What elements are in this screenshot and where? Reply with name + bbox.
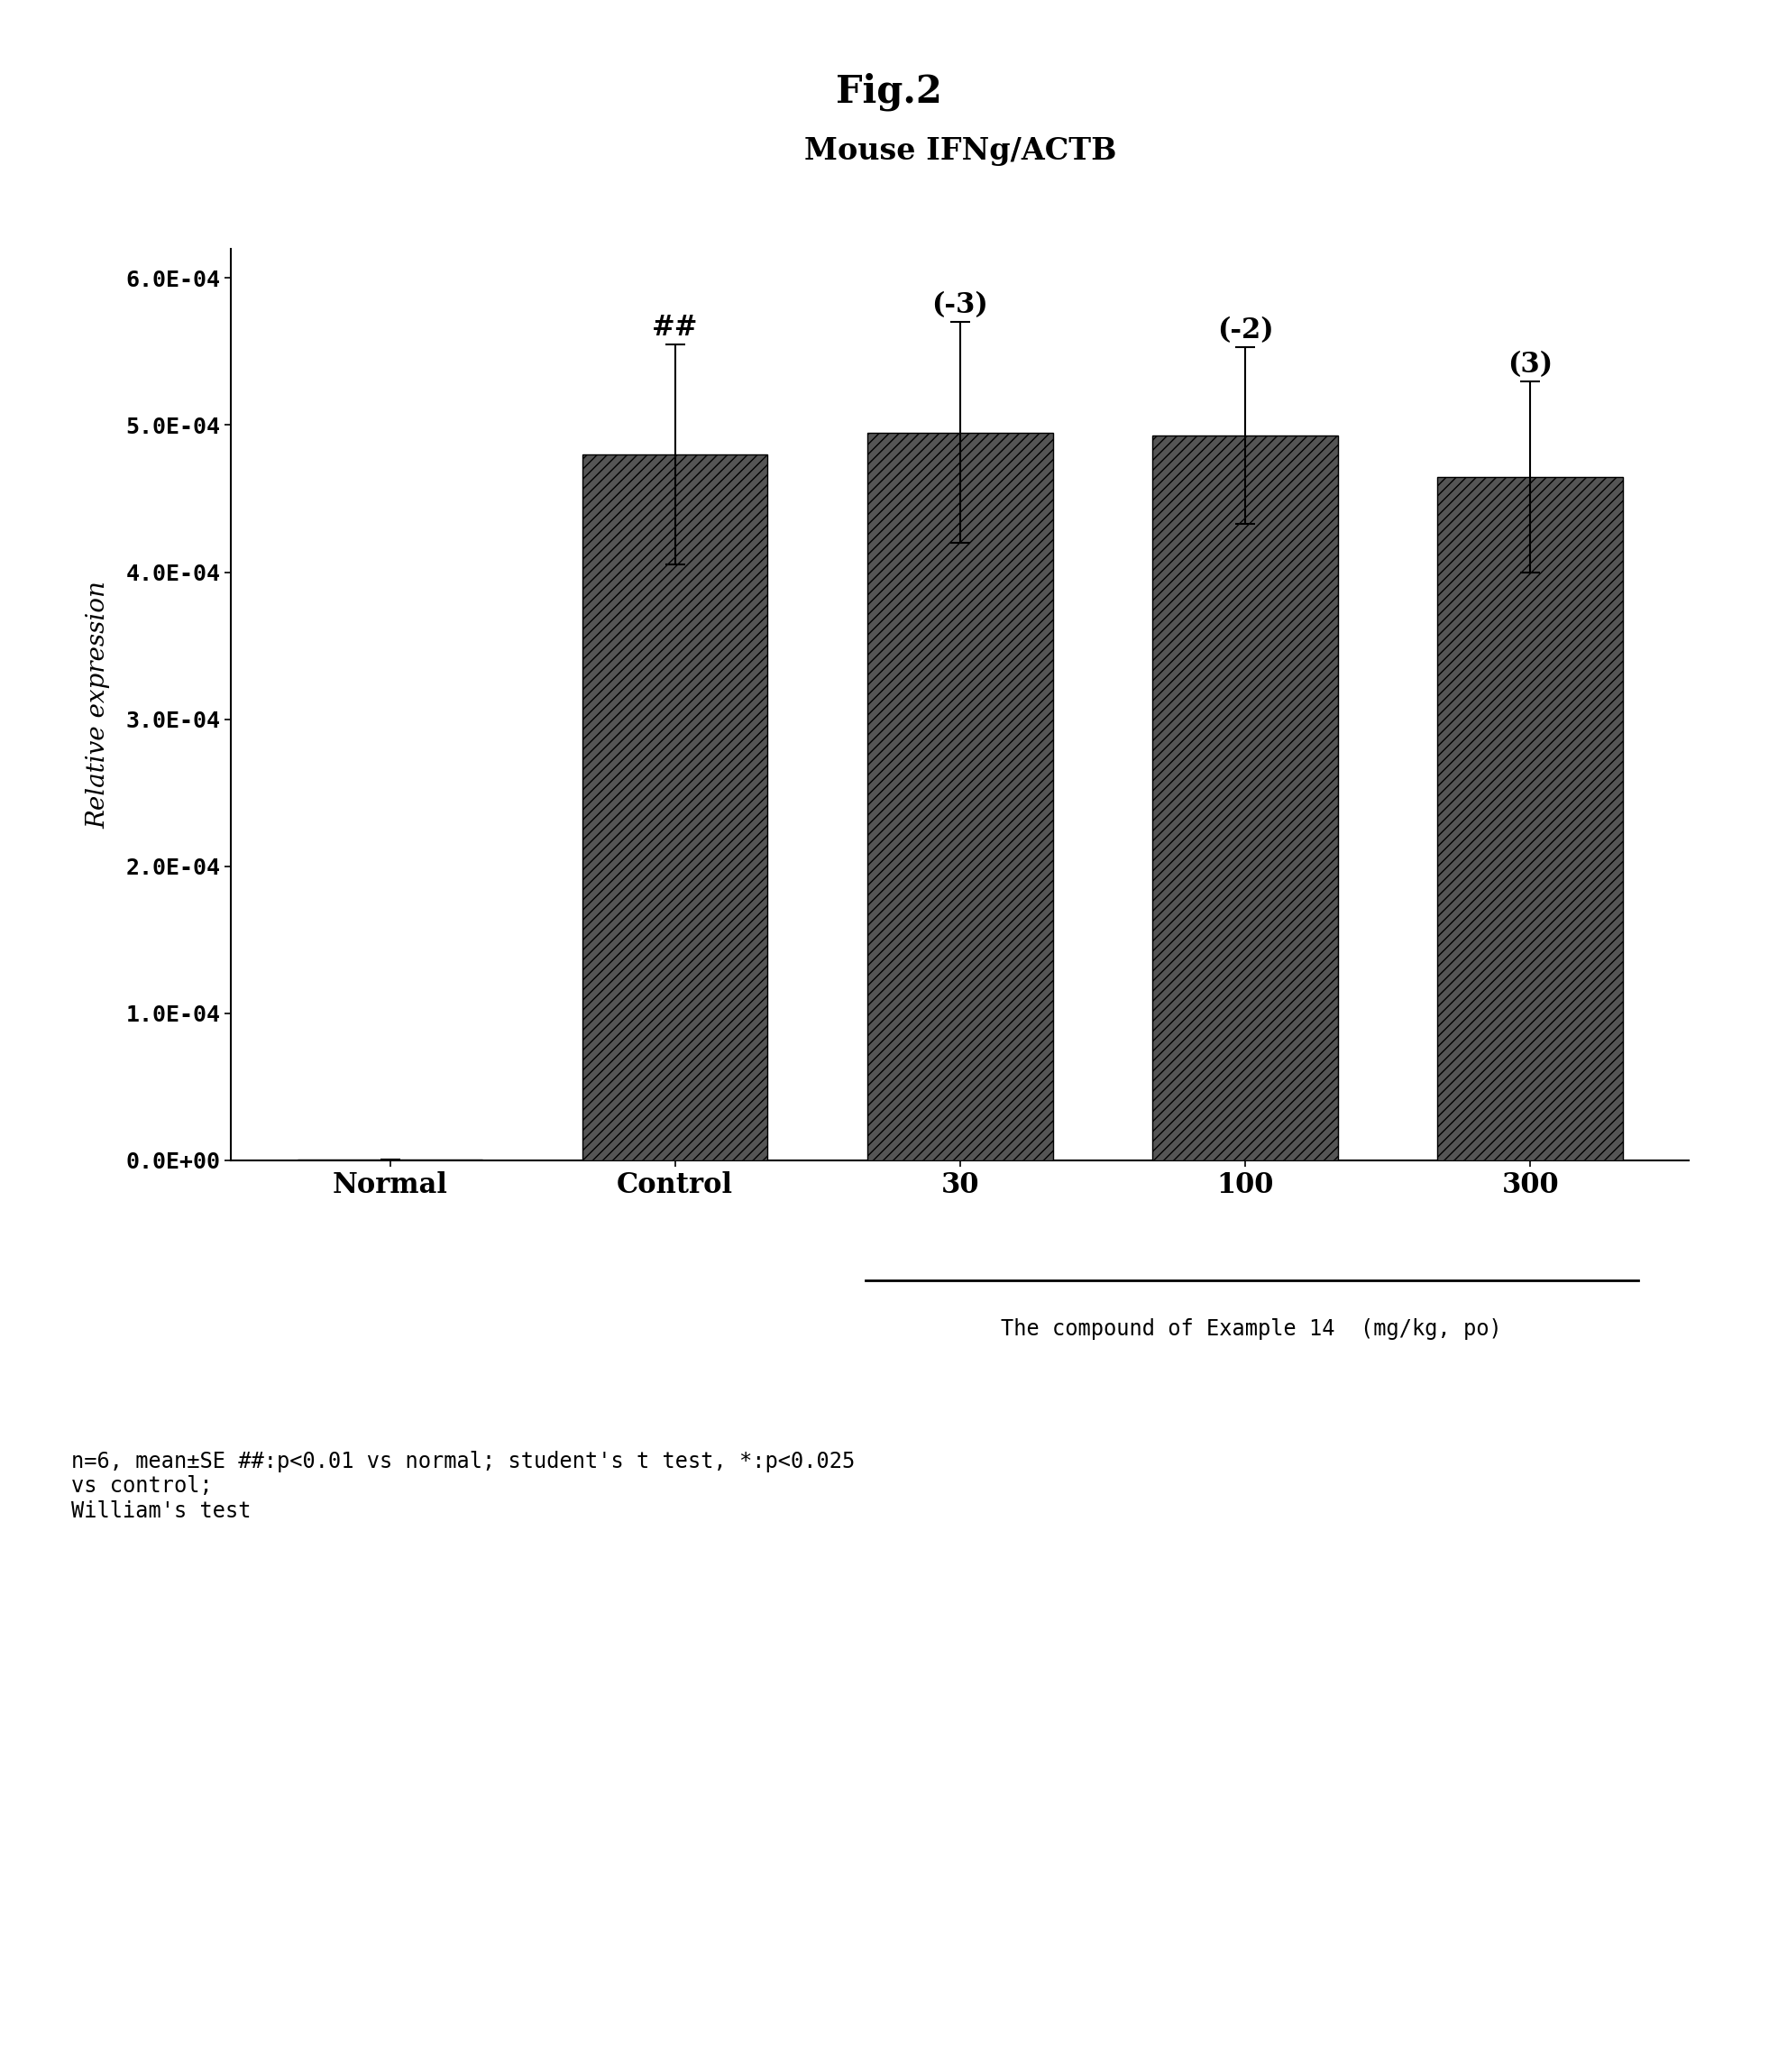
Text: The compound of Example 14  (mg/kg, po): The compound of Example 14 (mg/kg, po) [1001,1318,1502,1339]
Text: Mouse IFNg/ACTB: Mouse IFNg/ACTB [804,137,1117,166]
Text: (3): (3) [1508,350,1552,379]
Bar [583,454,768,1160]
Bar [868,433,1053,1160]
Text: (-2): (-2) [1216,317,1273,344]
Text: n=6, mean±SE ##:p<0.01 vs normal; student's t test, *:p<0.025
vs control;
Willia: n=6, mean±SE ##:p<0.01 vs normal; studen… [71,1450,855,1523]
Y-axis label: Relative expression: Relative expression [87,580,110,829]
Bar [1438,477,1623,1160]
Text: ##: ## [653,313,699,342]
Text: (-3): (-3) [932,292,989,319]
Text: Fig.2: Fig.2 [836,73,942,110]
Bar [1152,435,1337,1160]
